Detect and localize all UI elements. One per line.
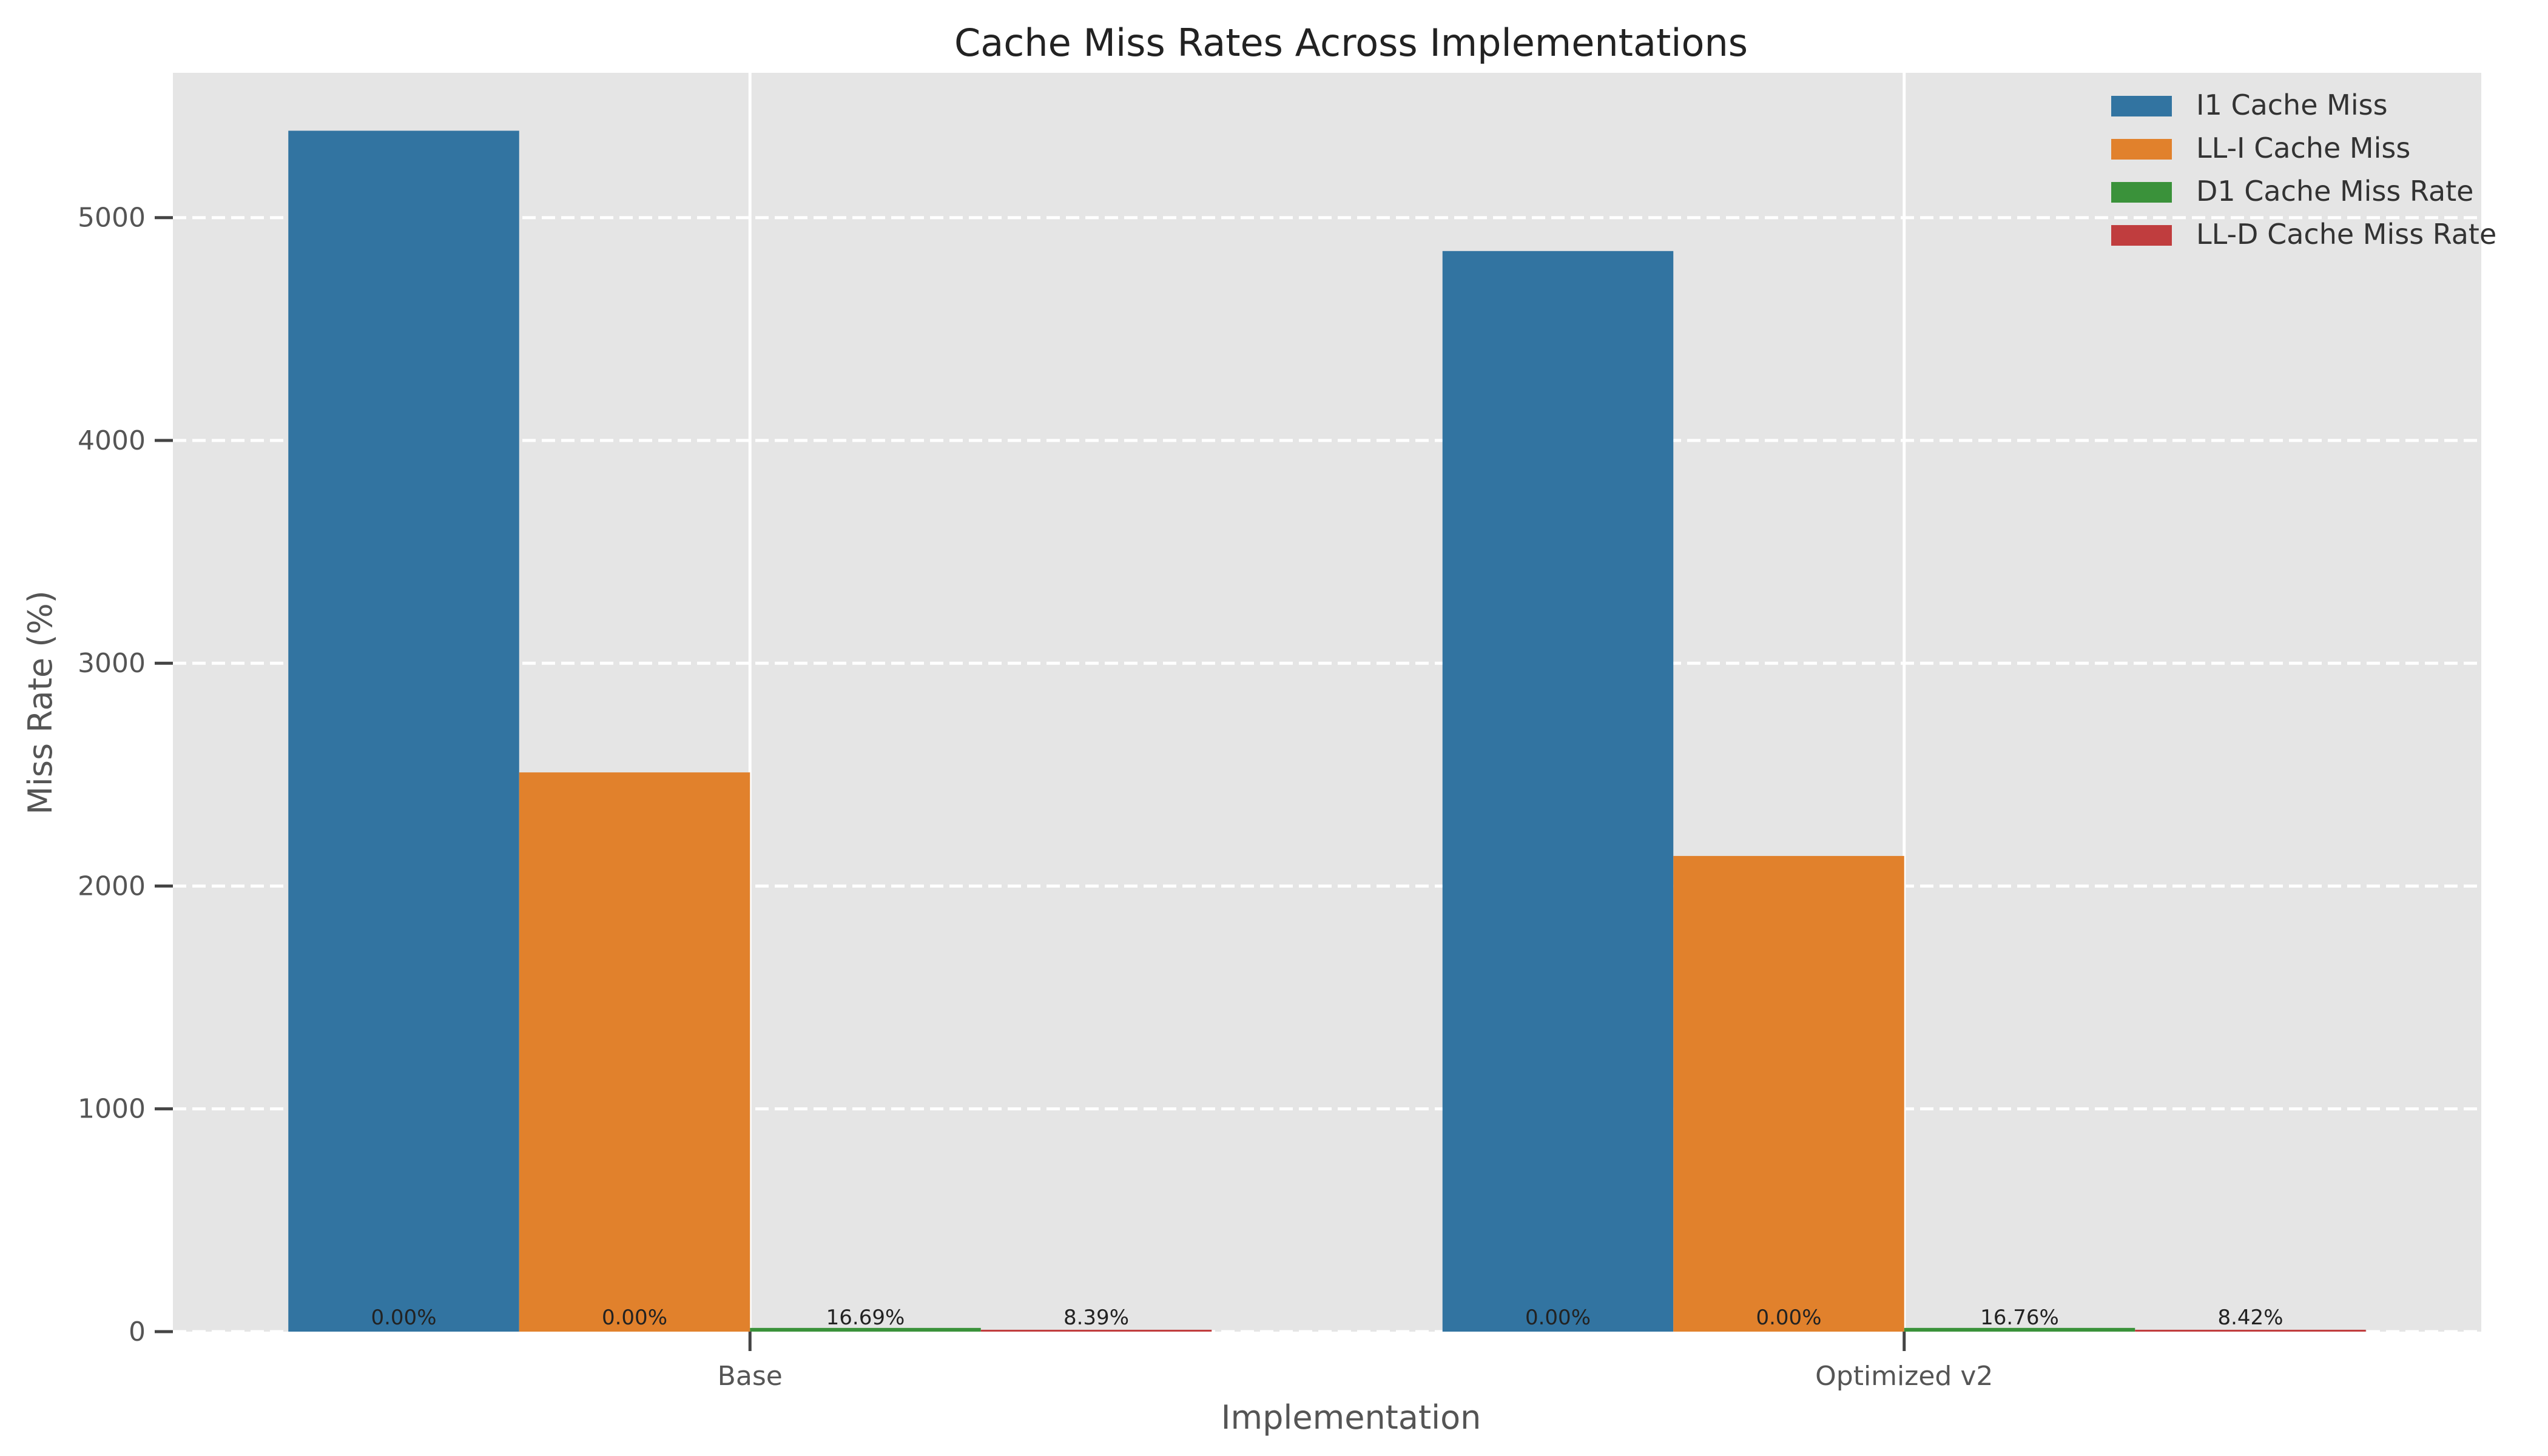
y-axis-label: Miss Rate (%)	[21, 590, 59, 814]
data-label: 0.00%	[1756, 1306, 1821, 1330]
data-label: 16.69%	[826, 1306, 905, 1330]
x-tick-label: Optimized v2	[1815, 1361, 1993, 1392]
y-tick-label: 4000	[78, 425, 146, 456]
y-tick-label: 0	[129, 1316, 146, 1347]
legend-label: LL-I Cache Miss	[2196, 132, 2410, 164]
data-label: 8.42%	[2217, 1306, 2283, 1330]
legend-swatch	[2111, 182, 2172, 203]
legend-label: I1 Cache Miss	[2196, 89, 2388, 121]
y-tick-label: 5000	[78, 203, 146, 234]
legend-swatch	[2111, 225, 2172, 246]
x-tick-label: Base	[718, 1361, 783, 1392]
y-tick-label: 2000	[78, 871, 146, 902]
y-tick-label: 3000	[78, 648, 146, 679]
data-label: 8.39%	[1063, 1306, 1129, 1330]
bar-ll-d-cache-miss-rate	[2135, 1329, 2366, 1332]
chart-title: Cache Miss Rates Across Implementations	[954, 21, 1748, 65]
data-label: 0.00%	[371, 1306, 436, 1330]
bar-d1-cache-miss-rate	[1904, 1327, 2135, 1332]
bar-ll-d-cache-miss-rate	[980, 1329, 1212, 1332]
bar-d1-cache-miss-rate	[750, 1327, 981, 1332]
y-tick-label: 1000	[78, 1094, 146, 1125]
bar-i1-cache-miss	[288, 130, 519, 1332]
legend-swatch	[2111, 96, 2172, 116]
data-label: 16.76%	[1980, 1306, 2059, 1330]
bar-i1-cache-miss	[1442, 251, 1674, 1332]
x-axis-label: Implementation	[1221, 1398, 1481, 1437]
legend-swatch	[2111, 139, 2172, 160]
legend-label: LL-D Cache Miss Rate	[2196, 218, 2496, 251]
bar-ll-i-cache-miss	[519, 772, 750, 1332]
data-label: 0.00%	[1525, 1306, 1591, 1330]
bar-ll-i-cache-miss	[1673, 855, 1904, 1332]
data-label: 0.00%	[602, 1306, 667, 1330]
legend-label: D1 Cache Miss Rate	[2196, 175, 2473, 207]
